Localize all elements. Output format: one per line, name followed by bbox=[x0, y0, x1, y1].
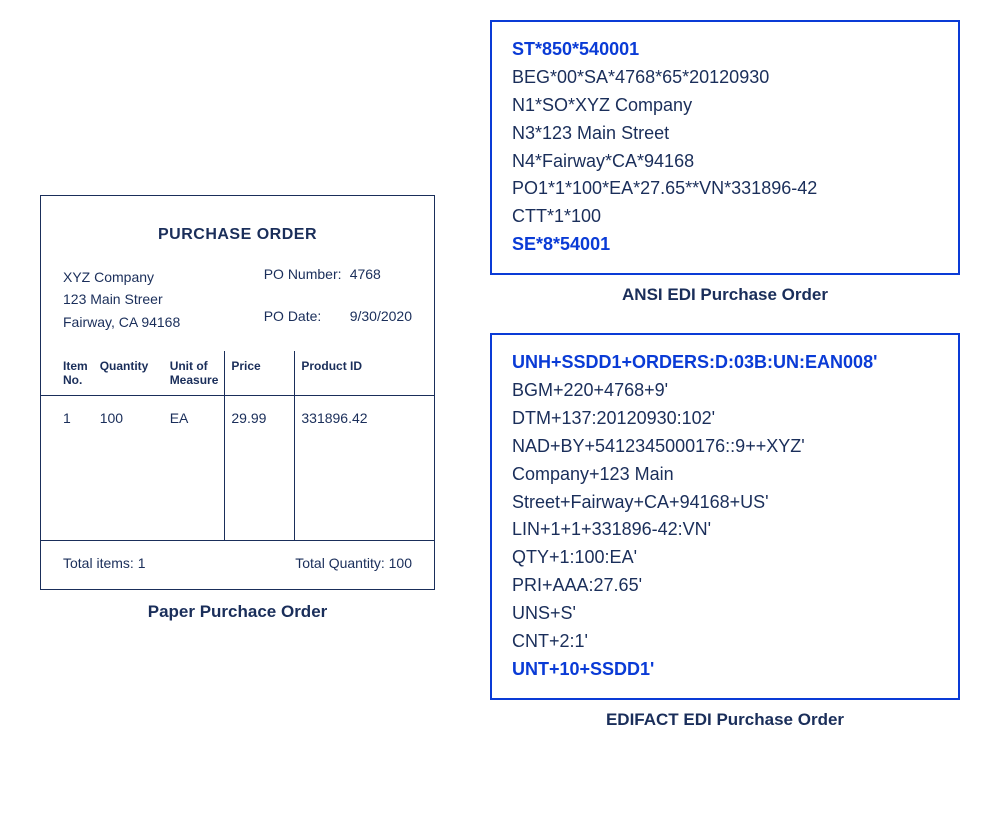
edifact-line: UNT+10+SSDD1' bbox=[512, 656, 938, 684]
edifact-line: UNS+S' bbox=[512, 600, 938, 628]
ansi-line: CTT*1*100 bbox=[512, 203, 938, 231]
table-row: 1 100 EA 29.99 331896.42 bbox=[41, 396, 434, 441]
ansi-line: N4*Fairway*CA*94168 bbox=[512, 148, 938, 176]
col-item-no: Item No. bbox=[41, 351, 94, 396]
po-table: Item No. Quantity Unit of Measure Price … bbox=[41, 351, 434, 541]
company-address-1: 123 Main Streer bbox=[63, 288, 244, 310]
total-quantity: Total Quantity: 100 bbox=[295, 555, 412, 571]
edifact-line: DTM+137:20120930:102' bbox=[512, 405, 938, 433]
paper-po-column: PURCHASE ORDER XYZ Company 123 Main Stre… bbox=[40, 20, 435, 802]
edifact-line: NAD+BY+5412345000176::9++XYZ' bbox=[512, 433, 938, 461]
ansi-line: PO1*1*100*EA*27.65**VN*331896-42 bbox=[512, 175, 938, 203]
paper-po-caption: Paper Purchace Order bbox=[40, 602, 435, 622]
total-items: Total items: 1 bbox=[63, 555, 146, 571]
po-number-value: 4768 bbox=[350, 266, 381, 282]
edifact-block: UNH+SSDD1+ORDERS:D:03B:UN:EAN008'BGM+220… bbox=[490, 333, 960, 730]
po-totals: Total items: 1 Total Quantity: 100 bbox=[41, 541, 434, 571]
edifact-line: UNH+SSDD1+ORDERS:D:03B:UN:EAN008' bbox=[512, 349, 938, 377]
paper-po-box: PURCHASE ORDER XYZ Company 123 Main Stre… bbox=[40, 195, 435, 590]
col-unit-of-measure: Unit of Measure bbox=[164, 351, 225, 396]
edifact-caption: EDIFACT EDI Purchase Order bbox=[490, 710, 960, 730]
col-quantity: Quantity bbox=[94, 351, 164, 396]
cell-price: 29.99 bbox=[225, 396, 295, 441]
ansi-line: ST*850*540001 bbox=[512, 36, 938, 64]
ansi-box: ST*850*540001BEG*00*SA*4768*65*20120930N… bbox=[490, 20, 960, 275]
cell-uom: EA bbox=[164, 396, 225, 441]
po-date-row: PO Date: 9/30/2020 bbox=[264, 308, 412, 324]
col-price: Price bbox=[225, 351, 295, 396]
edi-column: ST*850*540001BEG*00*SA*4768*65*20120930N… bbox=[490, 20, 960, 802]
ansi-line: N3*123 Main Street bbox=[512, 120, 938, 148]
company-name: XYZ Company bbox=[63, 266, 244, 288]
po-number-label: PO Number: bbox=[264, 266, 342, 282]
ansi-caption: ANSI EDI Purchase Order bbox=[490, 285, 960, 305]
edifact-box: UNH+SSDD1+ORDERS:D:03B:UN:EAN008'BGM+220… bbox=[490, 333, 960, 700]
ansi-block: ST*850*540001BEG*00*SA*4768*65*20120930N… bbox=[490, 20, 960, 305]
ansi-line: N1*SO*XYZ Company bbox=[512, 92, 938, 120]
company-address-2: Fairway, CA 94168 bbox=[63, 311, 244, 333]
cell-item-no: 1 bbox=[41, 396, 94, 441]
ansi-line: SE*8*54001 bbox=[512, 231, 938, 259]
table-spacer bbox=[41, 440, 434, 540]
edifact-line: QTY+1:100:EA' bbox=[512, 544, 938, 572]
paper-po-title: PURCHASE ORDER bbox=[41, 226, 434, 244]
paper-po-header: XYZ Company 123 Main Streer Fairway, CA … bbox=[41, 266, 434, 333]
edifact-line: Company+123 Main bbox=[512, 461, 938, 489]
edifact-line: PRI+AAA:27.65' bbox=[512, 572, 938, 600]
col-product-id: Product ID bbox=[295, 351, 434, 396]
edifact-line: LIN+1+1+331896-42:VN' bbox=[512, 516, 938, 544]
edifact-line: BGM+220+4768+9' bbox=[512, 377, 938, 405]
po-date-label: PO Date: bbox=[264, 308, 342, 324]
company-info: XYZ Company 123 Main Streer Fairway, CA … bbox=[63, 266, 244, 333]
po-meta: PO Number: 4768 PO Date: 9/30/2020 bbox=[264, 266, 412, 333]
table-header-row: Item No. Quantity Unit of Measure Price … bbox=[41, 351, 434, 396]
edifact-line: CNT+2:1' bbox=[512, 628, 938, 656]
edifact-line: Street+Fairway+CA+94168+US' bbox=[512, 489, 938, 517]
cell-product-id: 331896.42 bbox=[295, 396, 434, 441]
cell-quantity: 100 bbox=[94, 396, 164, 441]
ansi-line: BEG*00*SA*4768*65*20120930 bbox=[512, 64, 938, 92]
po-number-row: PO Number: 4768 bbox=[264, 266, 412, 282]
po-date-value: 9/30/2020 bbox=[350, 308, 412, 324]
diagram-container: PURCHASE ORDER XYZ Company 123 Main Stre… bbox=[0, 0, 1000, 822]
